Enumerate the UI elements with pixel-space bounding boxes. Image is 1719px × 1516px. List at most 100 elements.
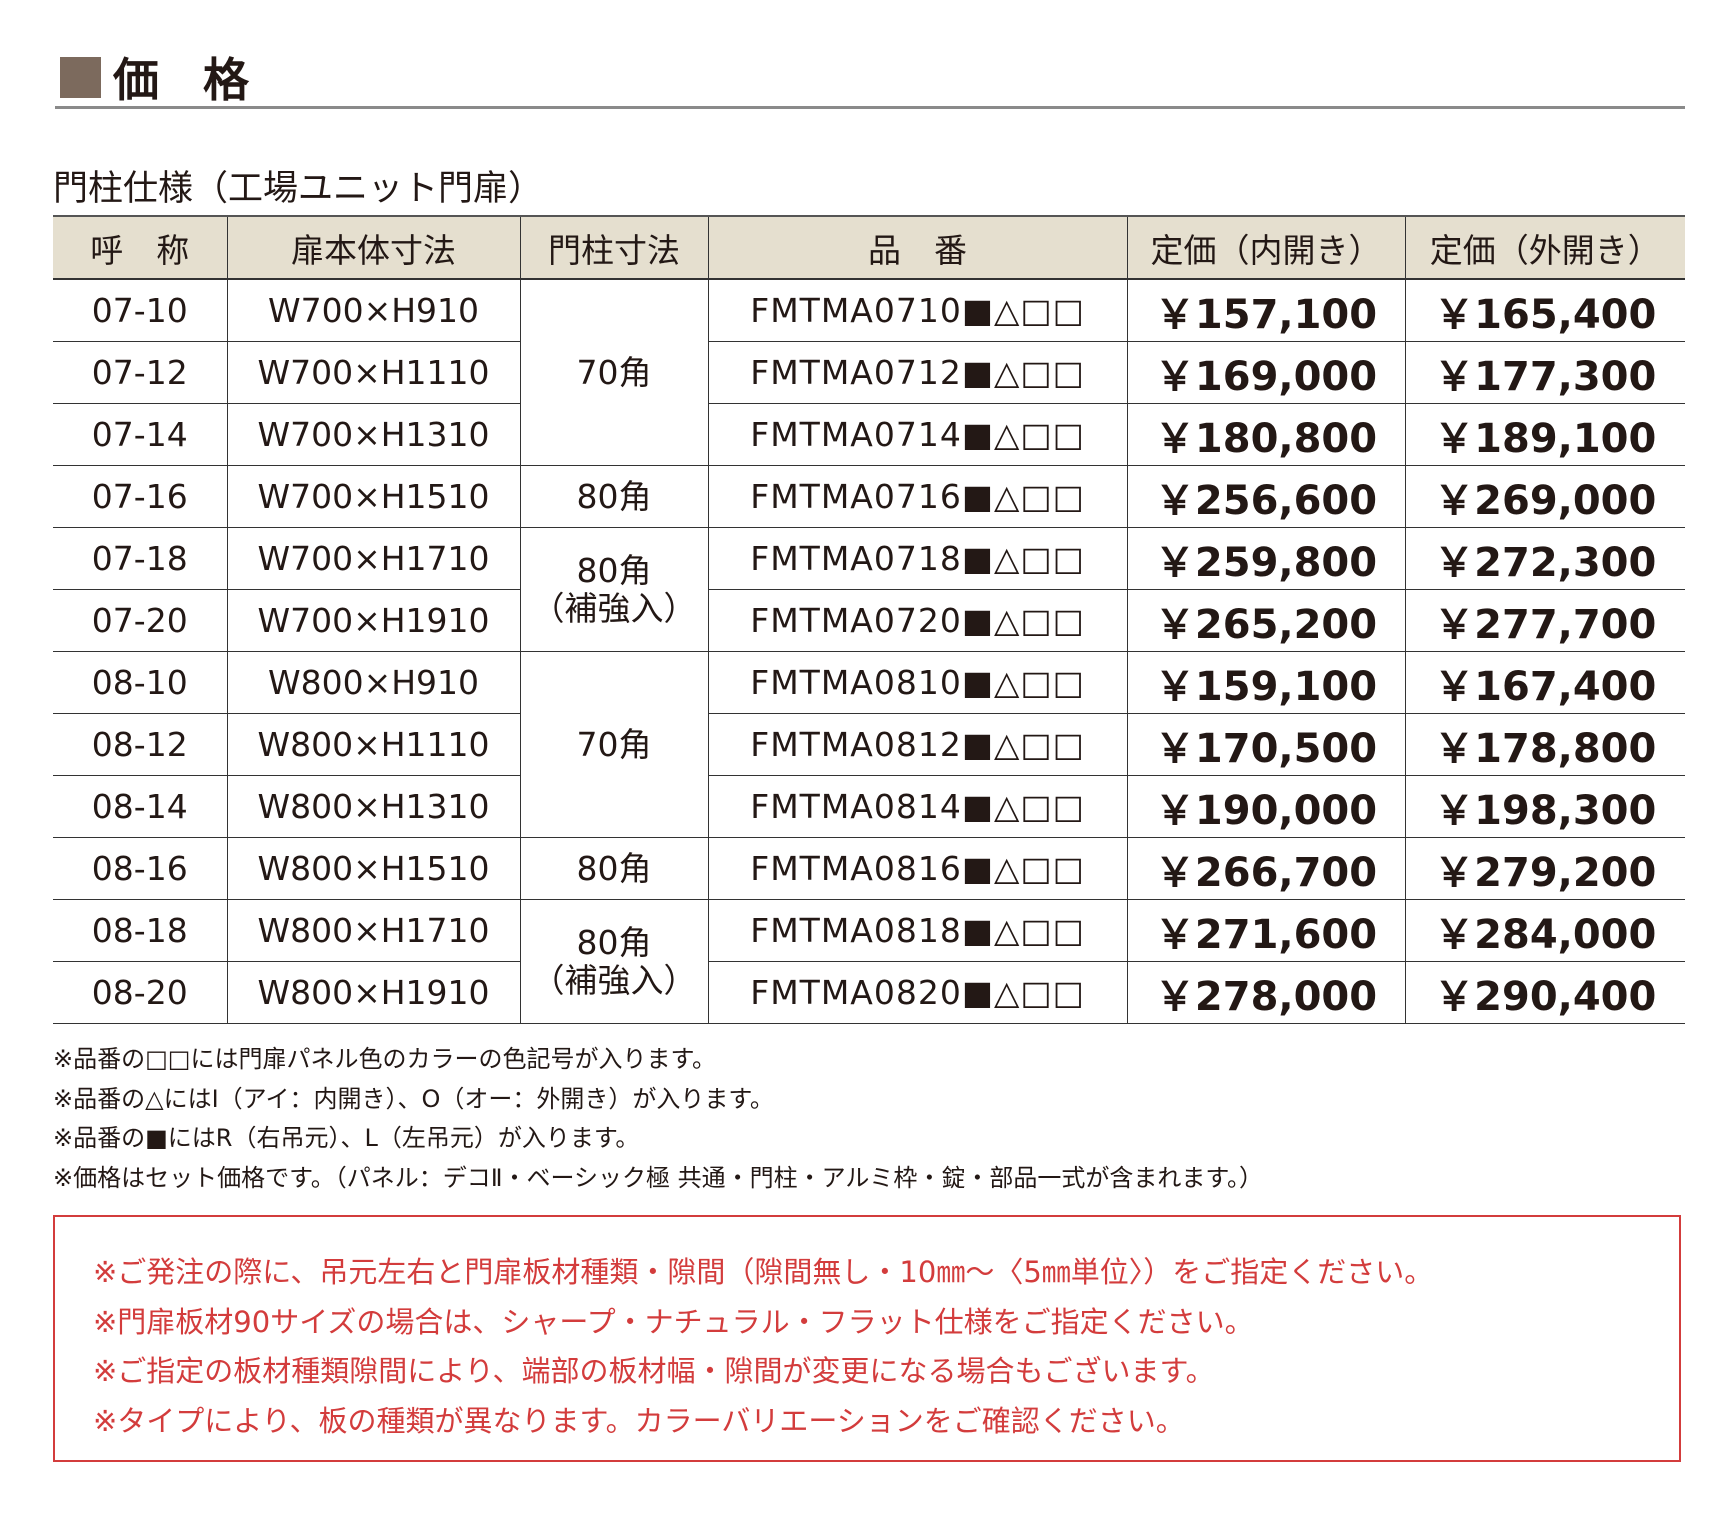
table-row: 08-14 W800×H1310 FMTMA0814■△□□ ￥190,000 ￥198… <box>53 775 1685 838</box>
table-header-row: 呼 称 扉本体寸法 門柱寸法 品 番 定価（内開き） 定価（外開き） <box>53 215 1685 280</box>
cell-code: 08-16 <box>53 837 228 900</box>
post-reinforced: （補強入） <box>531 588 697 628</box>
post-size: 80角 <box>576 476 652 516</box>
cell-code: 07-20 <box>53 589 228 652</box>
order-notice-box: ※ご発注の際に、吊元左右と門扉板材種類・隙間（隙間無し・10㎜～〈5㎜単位〉）を… <box>53 1215 1681 1462</box>
cell-price-outward: ￥198,300 <box>1404 775 1685 838</box>
header-price-inward: 定価（内開き） <box>1126 215 1406 280</box>
cell-code: 07-16 <box>53 465 228 528</box>
cell-post: 80角 <box>519 837 709 900</box>
note: ※品番の△にはI（アイ：内開き）、O（オー：外開き）が入ります。 <box>53 1084 774 1113</box>
cell-price-inward: ￥256,600 <box>1126 465 1406 528</box>
cell-post: 70角 <box>519 651 709 838</box>
cell-price-outward: ￥165,400 <box>1404 278 1685 342</box>
cell-size: W700×H1710 <box>226 527 521 590</box>
cell-price-outward: ￥189,100 <box>1404 403 1685 466</box>
cell-price-inward: ￥265,200 <box>1126 589 1406 652</box>
cell-code: 08-20 <box>53 961 228 1024</box>
table-row: 07-10 W700×H910 70角 FMTMA0710■△□□ ￥157,100 ￥1… <box>53 278 1685 466</box>
post-size: 80角 <box>576 848 652 888</box>
cell-price-outward: ￥284,000 <box>1404 899 1685 962</box>
table-subtitle: 門柱仕様（工場ユニット門扉） <box>53 169 544 209</box>
cell-post: 80角 （補強入） <box>519 527 709 652</box>
header-part-number: 品 番 <box>707 215 1128 280</box>
alert-line: ※ご発注の際に、吊元左右と門扉板材種類・隙間（隙間無し・10㎜～〈5㎜単位〉）を… <box>93 1255 1434 1289</box>
cell-code: 07-10 <box>53 278 228 342</box>
cell-part-number: FMTMA0820■△□□ <box>707 961 1128 1024</box>
cell-part-number: FMTMA0720■△□□ <box>707 589 1128 652</box>
cell-price-inward: ￥278,000 <box>1126 961 1406 1024</box>
cell-post: 70角 <box>519 278 709 466</box>
cell-size: W700×H910 <box>226 278 521 342</box>
cell-price-outward: ￥177,300 <box>1404 341 1685 404</box>
cell-part-number: FMTMA0712■△□□ <box>707 341 1128 404</box>
cell-price-outward: ￥269,000 <box>1404 465 1685 528</box>
cell-part-number: FMTMA0818■△□□ <box>707 899 1128 962</box>
post-size: 80角 <box>576 550 652 590</box>
cell-part-number: FMTMA0814■△□□ <box>707 775 1128 838</box>
cell-price-outward: ￥290,400 <box>1404 961 1685 1024</box>
cell-size: W800×H1510 <box>226 837 521 900</box>
cell-size: W800×H1710 <box>226 899 521 962</box>
cell-price-outward: ￥277,700 <box>1404 589 1685 652</box>
table-row: 07-14 W700×H1310 FMTMA0714■△□□ ￥180,800 ￥189… <box>53 403 1685 466</box>
alert-line: ※タイプにより、板の種類が異なります。カラーバリエーションをご確認ください。 <box>93 1404 1185 1438</box>
cell-price-inward: ￥190,000 <box>1126 775 1406 838</box>
cell-price-inward: ￥259,800 <box>1126 527 1406 590</box>
cell-price-outward: ￥178,800 <box>1404 713 1685 776</box>
post-size: 80角 <box>576 922 652 962</box>
price-table: 呼 称 扉本体寸法 門柱寸法 品 番 定価（内開き） 定価（外開き） 07-10… <box>53 215 1685 1024</box>
cell-price-outward: ￥279,200 <box>1404 837 1685 900</box>
table-row: 07-12 W700×H1110 FMTMA0712■△□□ ￥169,000 ￥177… <box>53 341 1685 404</box>
post-size: 70角 <box>576 352 652 392</box>
post-size: 70角 <box>576 724 652 764</box>
table-row: 07-20 W700×H1910 FMTMA0720■△□□ ￥265,200 ￥277… <box>53 589 1685 652</box>
cell-part-number: FMTMA0718■△□□ <box>707 527 1128 590</box>
section-title: 価 格 <box>60 44 263 110</box>
note: ※品番の■にはR（右吊元）、L（左吊元）が入ります。 <box>53 1124 640 1152</box>
note: ※品番の□□には門扉パネル色のカラーの色記号が入ります。 <box>53 1045 717 1073</box>
cell-size: W700×H1510 <box>226 465 521 528</box>
table-row: 08-18 W800×H1710 80角 （補強入） FMTMA0818■△□□ ￥271… <box>53 899 1685 1024</box>
cell-price-inward: ￥180,800 <box>1126 403 1406 466</box>
table-row: 07-16 W700×H1510 80角 FMTMA0716■△□□ ￥256,600 ￥… <box>53 465 1685 528</box>
title-divider <box>55 106 1685 109</box>
header-code: 呼 称 <box>53 215 228 280</box>
cell-code: 07-12 <box>53 341 228 404</box>
cell-size: W800×H910 <box>226 651 521 714</box>
cell-post: 80角 <box>519 465 709 528</box>
cell-price-inward: ￥266,700 <box>1126 837 1406 900</box>
alert-line: ※ご指定の板材種類隙間により、端部の板材幅・隙間が変更になる場合もございます。 <box>93 1354 1215 1388</box>
cell-price-inward: ￥159,100 <box>1126 651 1406 714</box>
title-square-icon <box>60 56 101 98</box>
cell-price-outward: ￥272,300 <box>1404 527 1685 590</box>
cell-price-inward: ￥271,600 <box>1126 899 1406 962</box>
header-size: 扉本体寸法 <box>226 215 521 280</box>
cell-size: W800×H1910 <box>226 961 521 1024</box>
cell-size: W700×H1110 <box>226 341 521 404</box>
cell-part-number: FMTMA0716■△□□ <box>707 465 1128 528</box>
cell-price-outward: ￥167,400 <box>1404 651 1685 714</box>
cell-code: 08-10 <box>53 651 228 714</box>
cell-part-number: FMTMA0812■△□□ <box>707 713 1128 776</box>
post-reinforced: （補強入） <box>531 960 697 1000</box>
cell-code: 07-18 <box>53 527 228 590</box>
cell-part-number: FMTMA0714■△□□ <box>707 403 1128 466</box>
cell-part-number: FMTMA0710■△□□ <box>707 278 1128 342</box>
alert-line: ※門扉板材90サイズの場合は、シャープ・ナチュラル・フラット仕様をご指定ください… <box>93 1305 1254 1339</box>
table-row: 08-10 W800×H910 70角 FMTMA0810■△□□ ￥159,100 ￥1… <box>53 651 1685 838</box>
notes: ※品番の□□には門扉パネル色のカラーの色記号が入ります。 ※品番の△にはI（アイ… <box>53 1040 1263 1198</box>
table-row: 07-18 W700×H1710 80角 （補強入） FMTMA0718■△□□ ￥259… <box>53 527 1685 652</box>
cell-price-inward: ￥157,100 <box>1126 278 1406 342</box>
section-title-text: 価 格 <box>113 53 264 107</box>
cell-code: 08-12 <box>53 713 228 776</box>
cell-code: 08-14 <box>53 775 228 838</box>
cell-price-inward: ￥169,000 <box>1126 341 1406 404</box>
table-row: 08-16 W800×H1510 80角 FMTMA0816■△□□ ￥266,700 ￥… <box>53 837 1685 900</box>
cell-post: 80角 （補強入） <box>519 899 709 1024</box>
cell-part-number: FMTMA0816■△□□ <box>707 837 1128 900</box>
table-row: 08-20 W800×H1910 FMTMA0820■△□□ ￥278,000 ￥290… <box>53 961 1685 1024</box>
cell-part-number: FMTMA0810■△□□ <box>707 651 1128 714</box>
table-row: 08-12 W800×H1110 FMTMA0812■△□□ ￥170,500 ￥178… <box>53 713 1685 776</box>
cell-code: 08-18 <box>53 899 228 962</box>
